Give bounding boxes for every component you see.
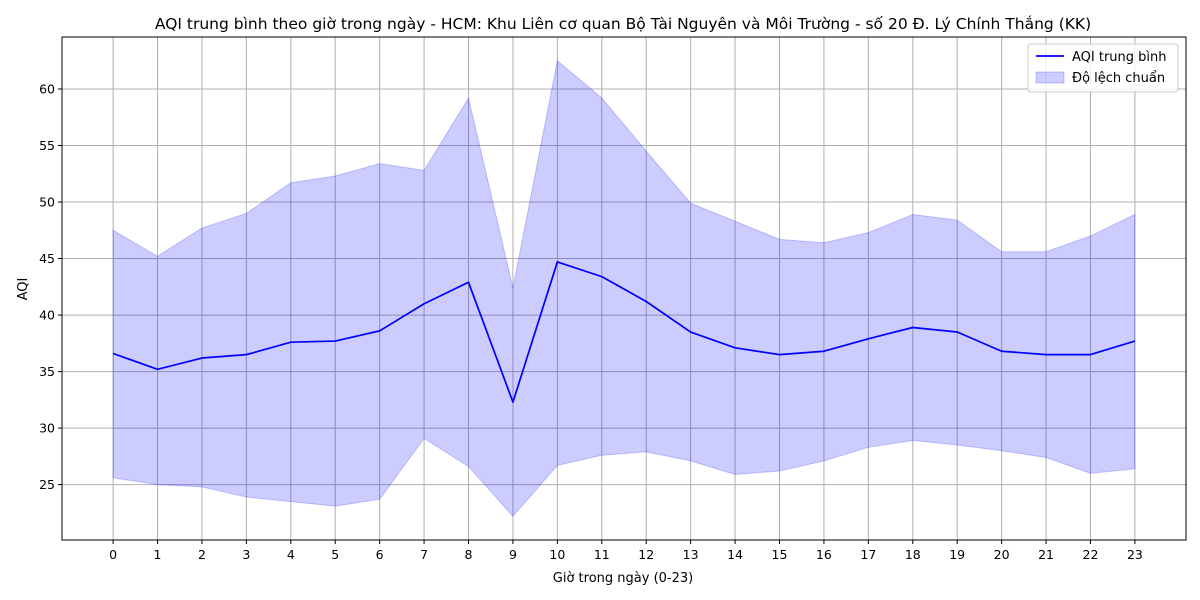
- legend-band-label: Độ lệch chuẩn: [1072, 71, 1165, 86]
- y-tick-label-25: 25: [39, 477, 55, 492]
- mean-point-hour-6: [378, 329, 381, 332]
- x-tick-label-5: 5: [331, 547, 339, 562]
- mean-point-hour-23: [1134, 340, 1137, 343]
- x-tick-label-11: 11: [594, 547, 610, 562]
- mean-point-hour-16: [823, 350, 826, 353]
- mean-point-hour-20: [1000, 350, 1003, 353]
- y-tick-label-55: 55: [39, 138, 55, 153]
- x-tick-label-2: 2: [198, 547, 206, 562]
- mean-aqi-line: [112, 261, 1136, 403]
- mean-point-hour-5: [334, 340, 337, 343]
- mean-point-hour-15: [778, 353, 781, 356]
- x-tick-label-7: 7: [420, 547, 428, 562]
- x-tick-label-9: 9: [509, 547, 517, 562]
- mean-point-hour-2: [201, 357, 204, 360]
- mean-point-hour-11: [600, 275, 603, 278]
- grid-lines: [62, 37, 1186, 540]
- mean-point-hour-14: [734, 346, 737, 349]
- y-tick-label-35: 35: [39, 364, 55, 379]
- x-axis-label: Giờ trong ngày (0-23): [553, 571, 693, 586]
- y-axis-label: AQI: [16, 278, 31, 301]
- mean-point-hour-3: [245, 353, 248, 356]
- x-tick-label-20: 20: [994, 547, 1010, 562]
- x-tick-label-8: 8: [465, 547, 473, 562]
- mean-point-hour-7: [423, 302, 426, 305]
- y-tick-label-40: 40: [39, 308, 55, 323]
- mean-point-hour-13: [689, 331, 692, 334]
- mean-point-hour-21: [1045, 353, 1048, 356]
- y-axis-ticks: 25 30 35 40 45 50 55 60: [39, 81, 62, 492]
- mean-point-hour-8: [467, 281, 470, 284]
- x-tick-label-12: 12: [638, 547, 654, 562]
- x-tick-label-15: 15: [772, 547, 788, 562]
- x-tick-label-18: 18: [905, 547, 921, 562]
- mean-point-hour-22: [1089, 353, 1092, 356]
- x-tick-label-3: 3: [242, 547, 250, 562]
- y-tick-label-30: 30: [39, 421, 55, 436]
- x-tick-label-10: 10: [549, 547, 565, 562]
- y-tick-label-45: 45: [39, 251, 55, 266]
- mean-point-hour-18: [911, 326, 914, 329]
- legend: AQI trung bình Độ lệch chuẩn: [1027, 43, 1179, 93]
- y-tick-label-60: 60: [39, 81, 55, 96]
- mean-point-hour-9: [512, 401, 515, 404]
- mean-point-hour-4: [289, 341, 292, 344]
- x-tick-label-22: 22: [1083, 547, 1099, 562]
- x-tick-label-21: 21: [1038, 547, 1054, 562]
- x-tick-label-17: 17: [860, 547, 876, 562]
- chart-title: AQI trung bình theo giờ trong ngày - HCM…: [155, 15, 1091, 33]
- mean-point-hour-10: [556, 261, 559, 264]
- x-tick-label-16: 16: [816, 547, 832, 562]
- x-tick-label-4: 4: [287, 547, 295, 562]
- x-tick-label-14: 14: [727, 547, 743, 562]
- mean-point-hour-1: [156, 368, 159, 371]
- y-tick-label-50: 50: [39, 195, 55, 210]
- x-tick-label-13: 13: [683, 547, 699, 562]
- mean-point-hour-19: [956, 331, 959, 334]
- legend-mean-label: AQI trung bình: [1072, 50, 1167, 65]
- legend-band-swatch: [1035, 71, 1065, 84]
- x-axis-ticks: 0 1 2 3 4 5 6 7 8 9 10 11 12 13 14 15 16 17 18 19 20 21 22 23: [109, 540, 1143, 562]
- x-tick-label-23: 23: [1127, 547, 1143, 562]
- mean-point-hour-0: [112, 352, 115, 355]
- mean-point-hour-12: [645, 300, 648, 303]
- x-tick-label-0: 0: [109, 547, 117, 562]
- x-tick-label-19: 19: [949, 547, 965, 562]
- mean-line-group: [112, 261, 1137, 404]
- legend-box: [1027, 43, 1179, 93]
- x-tick-label-1: 1: [154, 547, 162, 562]
- plot-area-frame: [61, 36, 1187, 541]
- mean-point-hour-17: [867, 337, 870, 340]
- x-tick-label-6: 6: [376, 547, 384, 562]
